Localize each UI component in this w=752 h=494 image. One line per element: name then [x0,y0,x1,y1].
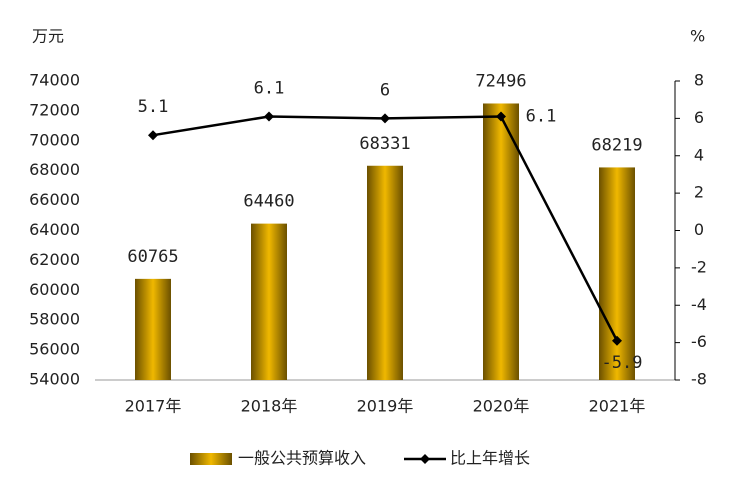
bar [135,278,171,380]
bar [599,167,635,380]
marker [612,335,622,346]
y-tick-label: 58000 [29,310,80,329]
data-label: 5.1 [138,97,169,117]
data-label: 68331 [359,134,410,154]
y-tick-label: 74000 [29,71,80,90]
data-label: 68219 [591,135,642,155]
legend-label: 一般公共预算收入 [238,449,366,468]
y-tick-label: 68000 [29,160,80,179]
data-label: 60765 [127,247,178,267]
y2-tick-label: -8 [691,370,707,389]
y-tick-label: 66000 [29,190,80,209]
y2-tick-label: -6 [691,332,707,351]
bar [367,165,403,380]
y2-tick-label: 2 [694,183,704,202]
y-tick-label: 64000 [29,220,80,239]
y2-tick-label: 8 [694,71,704,90]
data-label: 72496 [475,71,526,91]
y-tick-label: 70000 [29,130,80,149]
marker [496,111,506,122]
legend-label: 比上年增长 [450,449,530,468]
y-tick-label: 72000 [29,100,80,119]
data-label: 6 [380,80,390,100]
marker [148,130,158,141]
data-label: 6.1 [254,79,285,99]
y2-tick-label: 0 [694,220,704,239]
x-tick-label: 2018年 [241,397,298,416]
x-tick-label: 2017年 [125,397,182,416]
y-tick-label: 56000 [29,340,80,359]
y2-tick-label: -2 [691,257,707,276]
y2-tick-label: 4 [694,145,704,164]
legend-marker [420,454,430,464]
bar [251,223,287,380]
y-tick-label: 62000 [29,250,80,269]
x-tick-label: 2021年 [589,397,646,416]
data-label: 64460 [243,192,294,212]
legend-swatch [190,453,232,465]
y-axis-label: 万元 [32,27,64,46]
x-tick-label: 2019年 [357,397,414,416]
data-label: 6.1 [526,107,557,127]
data-label: -5.9 [602,353,643,373]
marker [264,111,274,122]
y2-tick-label: -4 [691,295,707,314]
y2-axis-label: % [690,27,705,46]
y-tick-label: 60000 [29,280,80,299]
x-tick-label: 2020年 [473,397,530,416]
marker [380,113,390,124]
y2-tick-label: 6 [694,108,704,127]
bar [483,103,519,380]
y-tick-label: 54000 [29,370,80,389]
